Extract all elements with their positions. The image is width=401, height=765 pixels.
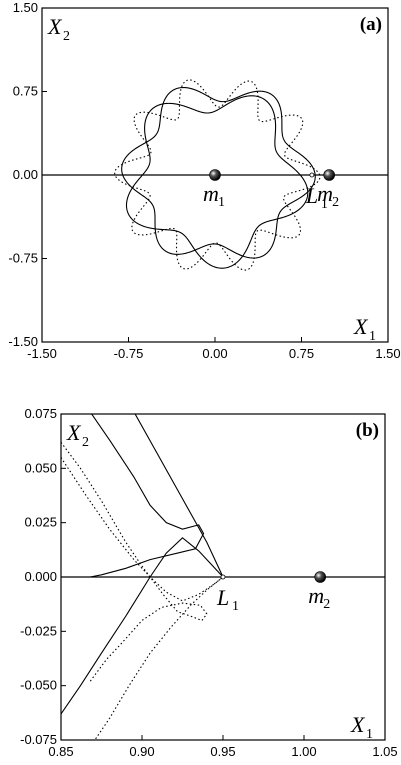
y-tick-label: -1.50 xyxy=(8,334,38,349)
series-line-dotted xyxy=(61,457,224,602)
series-line-dotted xyxy=(94,576,224,740)
x-tick-label: 1.50 xyxy=(375,346,400,361)
y-axis-title-subscript: 2 xyxy=(82,435,89,450)
y-tick-label: 0.025 xyxy=(24,515,57,530)
x-tick-label: 1.05 xyxy=(372,744,397,759)
annotation-label: L xyxy=(305,183,318,208)
y-tick-label: 0.000 xyxy=(24,569,57,584)
mass-marker-m1 xyxy=(209,169,221,181)
y-tick-label: -0.75 xyxy=(8,251,38,266)
x-tick-label: 1.00 xyxy=(291,744,316,759)
x-tick-label: 0.95 xyxy=(210,744,235,759)
panel-label: (a) xyxy=(360,14,382,35)
y-tick-label: 0.00 xyxy=(13,167,38,182)
annotation-label: L xyxy=(216,585,229,610)
x-axis-title-subscript: 1 xyxy=(369,329,376,344)
series-line-solid xyxy=(125,95,309,269)
y-tick-label: -0.075 xyxy=(20,732,57,747)
x-tick-label: 0.00 xyxy=(202,346,227,361)
x-tick-label: 0.90 xyxy=(129,744,154,759)
series-line-dotted xyxy=(114,79,321,271)
panel-b: 0.85 0.90 0.95 1.00 1.05 -0.075 -0.050 -0.025 0.… xyxy=(20,406,398,759)
mass-marker-m2 xyxy=(323,169,335,181)
x-tick-label: 0.75 xyxy=(289,346,314,361)
panel-label: (b) xyxy=(356,420,379,441)
x-axis-title-subscript: 1 xyxy=(366,727,373,742)
annotation-subscript: 1 xyxy=(218,195,225,210)
annotation-label: m xyxy=(308,583,324,608)
series-line-solid xyxy=(121,86,316,259)
mass-marker-m2 xyxy=(314,571,327,583)
panel-a: -1.50 -0.75 0.00 0.75 1.50 -1.50 -0.75 0.00 0.75… xyxy=(8,0,400,361)
series-line-solid xyxy=(90,414,205,578)
y-tick-label: -0.050 xyxy=(20,678,57,693)
series-line-solid xyxy=(134,414,224,578)
x-tick-label: 0.85 xyxy=(48,744,73,759)
annotation-subscript: 2 xyxy=(323,597,330,612)
y-tick-label: 0.050 xyxy=(24,460,57,475)
y-axis-title: X xyxy=(47,14,63,39)
annotation-subscript: 1 xyxy=(321,197,328,212)
lagrange-point-marker xyxy=(309,172,315,178)
x-axis-title: X xyxy=(350,712,366,737)
annotation-subscript: 2 xyxy=(332,195,339,210)
y-tick-label: 0.075 xyxy=(24,406,57,421)
y-axis-title: X xyxy=(66,420,82,445)
x-tick-label: -0.75 xyxy=(114,346,144,361)
series-line-solid xyxy=(61,537,224,715)
annotation-label: m xyxy=(317,181,333,206)
lagrange-point-marker xyxy=(220,574,226,580)
annotation-label: m xyxy=(203,181,219,206)
y-tick-label: 1.50 xyxy=(13,0,38,15)
annotation-subscript: 1 xyxy=(232,599,239,614)
x-axis-title: X xyxy=(353,314,369,339)
y-tick-label: 0.75 xyxy=(13,84,38,99)
y-tick-label: -0.025 xyxy=(20,623,57,638)
x-tick-label: -1.50 xyxy=(27,346,57,361)
y-axis-title-subscript: 2 xyxy=(63,29,70,44)
